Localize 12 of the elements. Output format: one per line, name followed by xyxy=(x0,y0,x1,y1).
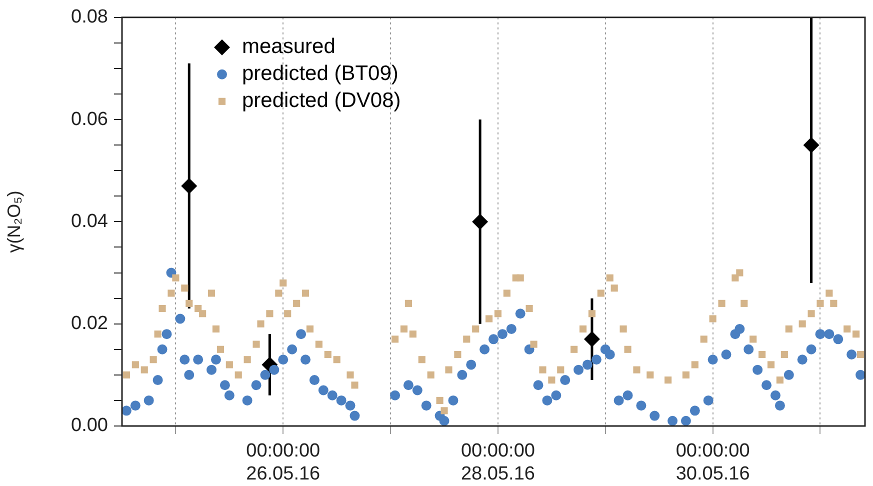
legend-label: predicted (DV08) xyxy=(242,89,401,112)
y-tick-label: 0.04 xyxy=(71,210,108,232)
y-tick-label: 0.08 xyxy=(71,6,108,28)
x-tick-label: 00:00:00 30.05.16 xyxy=(676,440,750,484)
x-tick-label: 00:00:00 26.05.16 xyxy=(246,440,320,484)
y-axis-title: γ(N₂O₅) xyxy=(4,190,24,253)
legend-label: predicted (BT09) xyxy=(242,62,398,86)
legend-label: measured xyxy=(242,35,336,58)
y-tick-label: 0.06 xyxy=(71,108,108,130)
y-tick-label: 0.00 xyxy=(71,415,108,436)
x-tick-label: 00:00:00 28.05.16 xyxy=(460,440,535,484)
y-tick-label: 0.02 xyxy=(71,313,108,334)
